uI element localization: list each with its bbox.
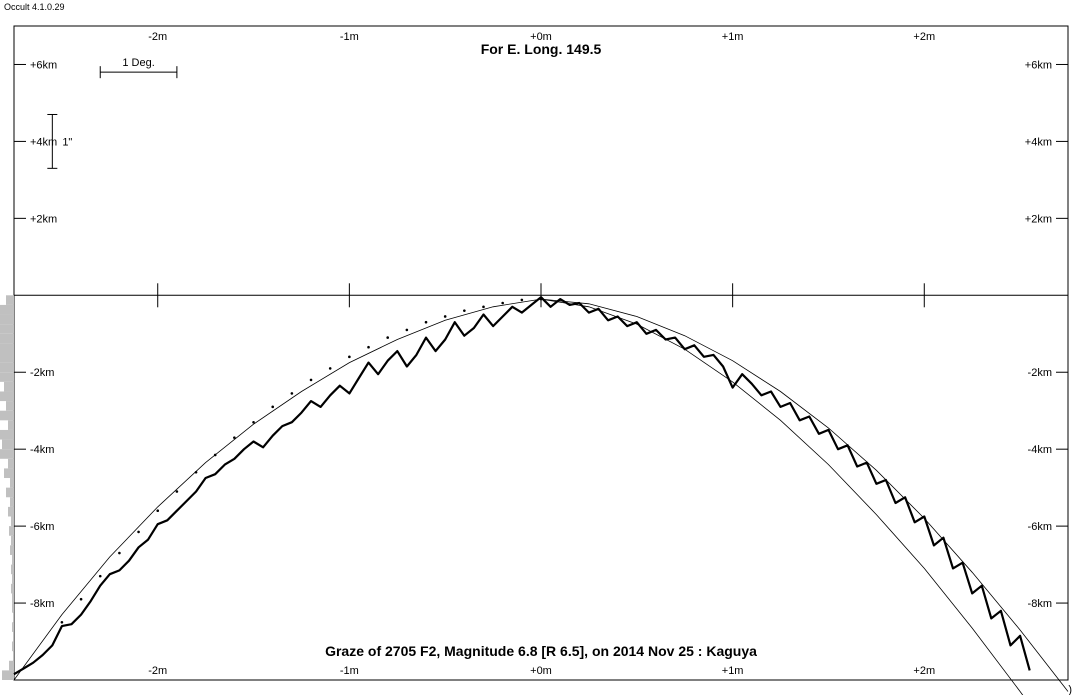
chart-title: For E. Long. 149.5	[481, 41, 602, 57]
dotted-point	[214, 454, 217, 457]
dotted-point	[252, 421, 255, 424]
histogram-bar	[11, 536, 14, 546]
limb-arc-outer	[14, 299, 1068, 695]
plot-border	[14, 26, 1068, 680]
y-tick-label-left: +6km	[30, 59, 57, 71]
histogram-bar	[0, 430, 14, 440]
histogram-bar	[0, 334, 14, 344]
dotted-point	[348, 356, 351, 359]
dotted-point	[482, 306, 485, 309]
dotted-point	[521, 299, 524, 302]
dotted-point	[195, 471, 198, 474]
histogram-bar	[8, 459, 14, 469]
dotted-point	[463, 309, 466, 312]
dotted-point	[137, 531, 140, 534]
arcsec-scale-label: 1"	[62, 136, 72, 148]
histogram-bar	[6, 401, 14, 411]
histogram-bar	[0, 363, 14, 373]
histogram-bar	[11, 565, 14, 575]
y-tick-label-right: -6km	[1028, 521, 1052, 533]
y-tick-label-right: +6km	[1025, 59, 1052, 71]
y-tick-label-left: +4km	[30, 136, 57, 148]
y-tick-label-right: -4km	[1028, 444, 1052, 456]
histogram-bar	[8, 420, 14, 430]
histogram-bar	[11, 517, 14, 527]
histogram-bar	[4, 468, 14, 478]
dotted-point	[444, 315, 447, 318]
chart-caption: Graze of 2705 F2, Magnitude 6.8 [R 6.5],…	[325, 643, 757, 659]
histogram-bar	[2, 440, 14, 450]
dotted-point	[425, 321, 428, 324]
histogram-bar	[10, 478, 14, 488]
y-tick-label-left: -6km	[30, 521, 54, 533]
dotted-point	[406, 329, 409, 332]
histogram-bar	[2, 670, 14, 680]
deg-scale-label: 1 Deg.	[122, 57, 154, 69]
y-tick-label-left: +2km	[30, 213, 57, 225]
y-tick-label-left: -8km	[30, 598, 54, 610]
y-tick-label-right: +4km	[1025, 136, 1052, 148]
y-tick-label-left: -4km	[30, 444, 54, 456]
histogram-bar	[0, 449, 14, 459]
histogram-bar	[6, 295, 14, 305]
histogram-bar	[10, 545, 14, 555]
histogram-bar	[12, 593, 14, 603]
histogram-bar	[12, 574, 14, 584]
x-tick-label-bottom: +2m	[913, 665, 935, 677]
x-tick-label-top: +1m	[722, 31, 744, 43]
x-tick-label-top: -1m	[340, 31, 359, 43]
dotted-point	[176, 490, 179, 493]
dotted-point	[291, 392, 294, 395]
x-tick-label-bottom: +1m	[722, 665, 744, 677]
x-tick-label-bottom: -2m	[148, 665, 167, 677]
y-tick-label-right: -8km	[1028, 598, 1052, 610]
histogram-bar	[0, 305, 14, 315]
histogram-bar	[0, 315, 14, 325]
dotted-point	[61, 621, 64, 624]
histogram-bar	[12, 555, 14, 565]
histogram-bar	[12, 642, 14, 652]
histogram-bar	[0, 391, 14, 401]
histogram-bar	[0, 353, 14, 363]
histogram-bar	[10, 497, 14, 507]
x-tick-label-bottom: +0m	[530, 665, 552, 677]
dotted-point	[118, 552, 121, 555]
histogram-bar	[0, 343, 14, 353]
limb-arc-inner	[541, 299, 1068, 691]
lunar-profile	[14, 297, 1030, 674]
histogram-bar	[11, 584, 14, 594]
graze-plot: -2m-2m-1m-1m+0m+0m+1m+1m+2m+2m+6km+6km+4…	[0, 0, 1077, 695]
histogram-bar	[13, 613, 14, 623]
dotted-point	[386, 336, 389, 339]
histogram-bar	[0, 372, 14, 382]
dotted-point	[310, 379, 313, 382]
dotted-point	[501, 302, 504, 305]
y-tick-label-right: -2km	[1028, 367, 1052, 379]
x-tick-label-bottom: -1m	[340, 665, 359, 677]
y-tick-label-right: +2km	[1025, 213, 1052, 225]
histogram-bar	[0, 411, 14, 421]
histogram-bar	[8, 507, 14, 517]
histogram-bar	[12, 622, 14, 632]
dotted-point	[367, 346, 370, 349]
histogram-bar	[12, 603, 14, 613]
histogram-bar	[13, 632, 14, 642]
y-tick-label-left: -2km	[30, 367, 54, 379]
dotted-point	[329, 367, 332, 370]
histogram-bar	[4, 382, 14, 392]
corner-mark: )	[1068, 684, 1072, 695]
histogram-bar	[9, 526, 14, 536]
dotted-point	[271, 406, 274, 409]
dotted-point	[99, 575, 102, 578]
dotted-point	[156, 509, 159, 512]
x-tick-label-top: -2m	[148, 31, 167, 43]
histogram-bar	[0, 324, 14, 334]
chart-container: Occult 4.1.0.29 -2m-2m-1m-1m+0m+0m+1m+1m…	[0, 0, 1077, 695]
histogram-bar	[9, 661, 14, 671]
dotted-point	[233, 436, 236, 439]
histogram-bar	[6, 488, 14, 498]
x-tick-label-top: +2m	[913, 31, 935, 43]
histogram-bar	[13, 651, 14, 661]
dotted-point	[80, 598, 83, 601]
